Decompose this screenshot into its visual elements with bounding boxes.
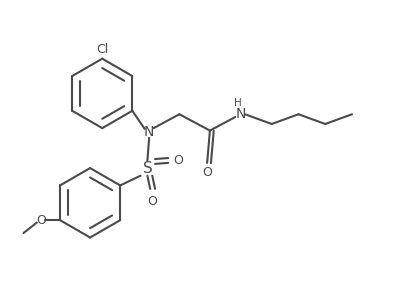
- Text: S: S: [142, 161, 152, 175]
- Text: N: N: [144, 125, 154, 139]
- Text: H: H: [234, 98, 241, 108]
- Text: N: N: [235, 107, 246, 121]
- Text: O: O: [202, 166, 212, 179]
- Text: O: O: [148, 195, 158, 208]
- Text: O: O: [36, 214, 46, 227]
- Text: O: O: [173, 154, 183, 167]
- Text: Cl: Cl: [96, 43, 109, 56]
